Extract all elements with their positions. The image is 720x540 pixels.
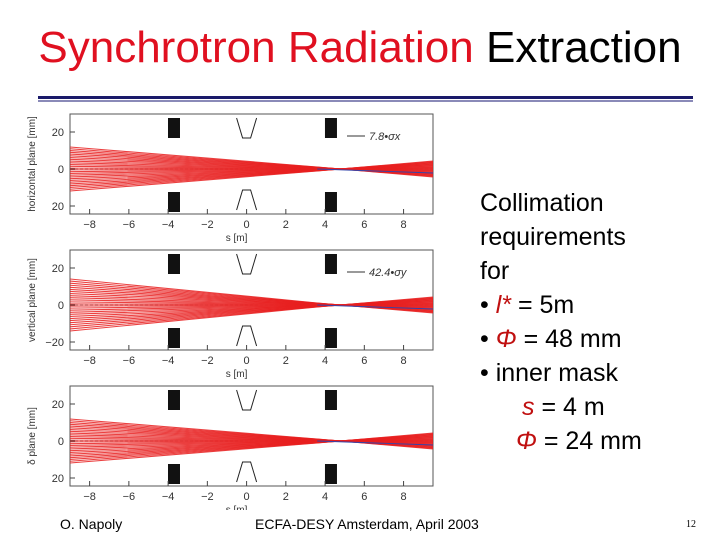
y-axis-label: vertical plane [mm] xyxy=(27,258,38,342)
x-tick-label: −2 xyxy=(201,491,214,503)
x-tick-label: 4 xyxy=(322,491,328,503)
right-collimator-lower xyxy=(324,328,337,348)
text-line-1: Collimation xyxy=(480,189,604,217)
x-tick-label: 8 xyxy=(401,219,407,231)
text-line-2: requirements xyxy=(480,223,626,251)
x-tick-label: 4 xyxy=(322,219,328,231)
quadrupole-upper xyxy=(236,253,258,275)
left-collimator-upper xyxy=(167,254,180,274)
footer-author: O. Napoly xyxy=(60,516,123,532)
x-tick-label: −8 xyxy=(83,491,96,503)
x-tick-label: −6 xyxy=(123,219,136,231)
x-tick-label: −4 xyxy=(162,355,175,367)
x-tick-label: 8 xyxy=(401,355,407,367)
y-tick-label: −20 xyxy=(45,337,64,349)
bullet-lstar: • l* = 5m xyxy=(480,291,575,319)
bullet-phi: • Φ = 48 mm xyxy=(480,325,622,353)
s-symbol: s xyxy=(522,393,535,421)
phi-mask-symbol: Φ xyxy=(516,427,537,455)
legend-label: 42.4•σy xyxy=(369,267,408,279)
left-collimator-lower xyxy=(167,464,180,484)
quadrupole-upper xyxy=(236,117,258,139)
left-collimator-lower xyxy=(167,328,180,348)
quadrupole-lower xyxy=(236,189,258,211)
lstar-symbol: l* xyxy=(495,291,511,319)
y-tick-label: 0 xyxy=(58,164,64,176)
right-collimator-lower xyxy=(324,464,337,484)
right-collimator-upper xyxy=(324,390,337,410)
left-collimator-upper xyxy=(167,118,180,138)
x-tick-label: 0 xyxy=(244,491,250,503)
quadrupole-upper xyxy=(236,389,258,411)
quadrupole-lower xyxy=(236,325,258,347)
right-collimator-upper xyxy=(324,254,337,274)
x-tick-label: 0 xyxy=(244,355,250,367)
beam-trajectory xyxy=(69,296,434,332)
y-axis-label: horizontal plane [mm] xyxy=(27,116,38,212)
legend-label: 7.8•σx xyxy=(369,131,401,143)
x-tick-label: −8 xyxy=(83,355,96,367)
collimation-text: Collimation requirements for • l* = 5m •… xyxy=(480,186,642,458)
left-collimator-upper xyxy=(167,390,180,410)
title-rule-dark xyxy=(38,96,693,99)
slide-title: Synchrotron Radiation Extraction xyxy=(0,20,720,76)
text-line-3: for xyxy=(480,257,510,285)
quadrupole-lower xyxy=(236,461,258,483)
left-collimator-lower xyxy=(167,192,180,212)
phi-symbol: Φ xyxy=(495,325,517,353)
x-tick-label: −6 xyxy=(123,355,136,367)
x-tick-label: 2 xyxy=(283,491,289,503)
beam-trajectory xyxy=(69,160,434,192)
y-tick-label: 20 xyxy=(52,263,64,275)
title-rule-light xyxy=(38,100,693,102)
x-tick-label: 0 xyxy=(244,219,250,231)
mask-position: s = 4 m xyxy=(522,393,605,421)
x-tick-label: −6 xyxy=(123,491,136,503)
x-tick-label: 4 xyxy=(322,355,328,367)
bullet-inner-mask: • inner mask xyxy=(480,359,618,387)
extraction-line xyxy=(317,440,434,446)
x-tick-label: 6 xyxy=(361,355,367,367)
x-tick-label: −2 xyxy=(201,355,214,367)
y-tick-label: 20 xyxy=(52,201,64,213)
y-tick-label: 20 xyxy=(52,473,64,485)
x-tick-label: 6 xyxy=(361,491,367,503)
x-axis-label: s [m] xyxy=(226,505,248,510)
extraction-line xyxy=(317,304,434,310)
x-tick-label: −8 xyxy=(83,219,96,231)
x-tick-label: 2 xyxy=(283,219,289,231)
x-axis-label: s [m] xyxy=(226,233,248,244)
y-tick-label: 0 xyxy=(58,436,64,448)
x-axis-label: s [m] xyxy=(226,369,248,380)
title-rule xyxy=(38,96,693,102)
x-tick-label: −2 xyxy=(201,219,214,231)
title-black-part: Extraction xyxy=(485,23,682,72)
y-axis-label: δ plane [mm] xyxy=(27,407,38,465)
x-tick-label: −4 xyxy=(162,219,175,231)
y-tick-label: 20 xyxy=(52,399,64,411)
right-collimator-lower xyxy=(324,192,337,212)
x-tick-label: 6 xyxy=(361,219,367,231)
mask-aperture: Φ = 24 mm xyxy=(516,427,642,455)
footer-page-number: 12 xyxy=(686,519,696,530)
x-tick-label: 2 xyxy=(283,355,289,367)
y-tick-label: 20 xyxy=(52,127,64,139)
title-red-part: Synchrotron Radiation xyxy=(38,23,474,72)
x-tick-label: −4 xyxy=(162,491,175,503)
footer-conference: ECFA-DESY Amsterdam, April 2003 xyxy=(255,516,479,532)
y-tick-label: 0 xyxy=(58,300,64,312)
x-tick-label: 8 xyxy=(401,491,407,503)
beam-trajectory xyxy=(69,432,434,464)
extraction-line xyxy=(317,168,434,174)
right-collimator-upper xyxy=(324,118,337,138)
